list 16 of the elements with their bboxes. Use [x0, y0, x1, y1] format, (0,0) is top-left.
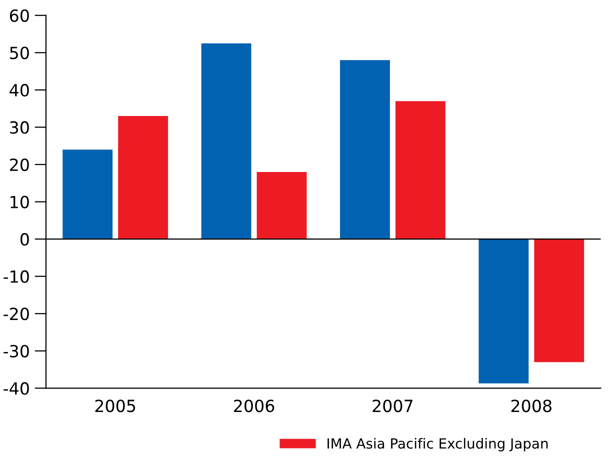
x-tick-label: 2006 [234, 400, 274, 412]
y-tick-label: -30 [4, 344, 29, 358]
y-tick-label: -40 [4, 382, 29, 395]
x-tick-label: 2008 [511, 400, 552, 412]
x-tick-label: 2007 [372, 400, 412, 412]
x-tick-label: 2005 [95, 400, 136, 412]
y-tick-label: 10 [10, 196, 29, 208]
y-tick-label: 0 [20, 233, 29, 246]
y-tick-label: 50 [10, 46, 29, 60]
y-tick-label: 40 [10, 84, 29, 97]
y-tick-label: -10 [4, 270, 29, 283]
y-tick-label: 20 [10, 158, 29, 172]
legend-label: IMA Asia Pacific Excluding Japan [328, 438, 548, 452]
y-tick-label: 30 [10, 121, 29, 134]
y-tick-label: -20 [4, 308, 29, 320]
y-tick-label: 60 [10, 9, 29, 22]
